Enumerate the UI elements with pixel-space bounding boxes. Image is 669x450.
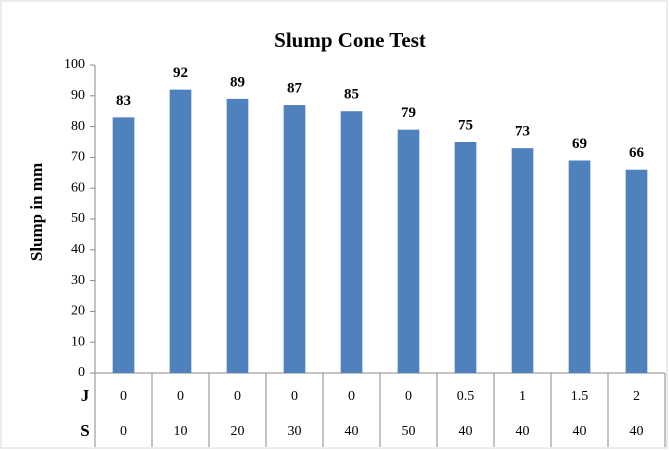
data-label: 85 xyxy=(344,87,359,103)
x-tick-label: 40 xyxy=(573,424,587,439)
x-tick-label: 20 xyxy=(231,424,245,439)
bar xyxy=(625,169,648,373)
data-label: 75 xyxy=(458,117,473,133)
x-tick-label: 1.5 xyxy=(571,389,589,404)
x-tick-label: 30 xyxy=(288,424,302,439)
data-label: 87 xyxy=(287,80,303,96)
x-tick-label: 0 xyxy=(120,389,127,404)
y-tick-label: 10 xyxy=(71,334,85,349)
data-label: 83 xyxy=(116,93,131,109)
category-level-name: J xyxy=(81,386,90,405)
x-tick-label: 0 xyxy=(291,389,298,404)
x-tick-label: 10 xyxy=(174,424,188,439)
data-label: 79 xyxy=(401,105,416,121)
x-tick-label: 0 xyxy=(405,389,412,404)
y-axis-label: Slump in mm xyxy=(27,163,46,261)
y-tick-label: 40 xyxy=(71,242,85,257)
x-tick-label: 40 xyxy=(516,424,530,439)
bar xyxy=(283,105,306,373)
y-tick-label: 50 xyxy=(71,211,85,226)
y-tick-label: 60 xyxy=(71,180,85,195)
data-label: 89 xyxy=(230,74,245,90)
x-tick-label: 0 xyxy=(348,389,355,404)
bar xyxy=(340,111,363,373)
category-level-name: S xyxy=(80,421,89,440)
y-tick-label: 20 xyxy=(71,304,85,319)
y-tick-label: 100 xyxy=(64,57,85,72)
x-tick-label: 0 xyxy=(120,424,127,439)
bar xyxy=(568,160,591,373)
y-tick-label: 30 xyxy=(71,273,85,288)
x-tick-label: 0 xyxy=(177,389,184,404)
x-tick-label: 50 xyxy=(402,424,416,439)
bar xyxy=(454,142,477,373)
bar xyxy=(226,98,249,373)
bar xyxy=(397,129,420,373)
x-tick-label: 0.5 xyxy=(457,389,475,404)
x-tick-label: 40 xyxy=(630,424,644,439)
bar xyxy=(169,89,192,373)
data-label: 73 xyxy=(515,124,530,140)
data-label: 69 xyxy=(572,136,587,152)
data-label: 92 xyxy=(173,65,188,81)
y-tick-label: 90 xyxy=(71,88,85,103)
x-tick-label: 0 xyxy=(234,389,241,404)
bar xyxy=(112,117,135,373)
data-label: 66 xyxy=(629,145,645,161)
x-tick-label: 2 xyxy=(633,389,640,404)
y-tick-label: 0 xyxy=(78,365,85,380)
x-tick-label: 40 xyxy=(459,424,473,439)
y-tick-label: 80 xyxy=(71,119,85,134)
x-tick-label: 40 xyxy=(345,424,359,439)
y-tick-label: 70 xyxy=(71,150,85,165)
chart-title: Slump Cone Test xyxy=(274,28,426,52)
bar xyxy=(511,148,534,373)
x-tick-label: 1 xyxy=(519,389,526,404)
